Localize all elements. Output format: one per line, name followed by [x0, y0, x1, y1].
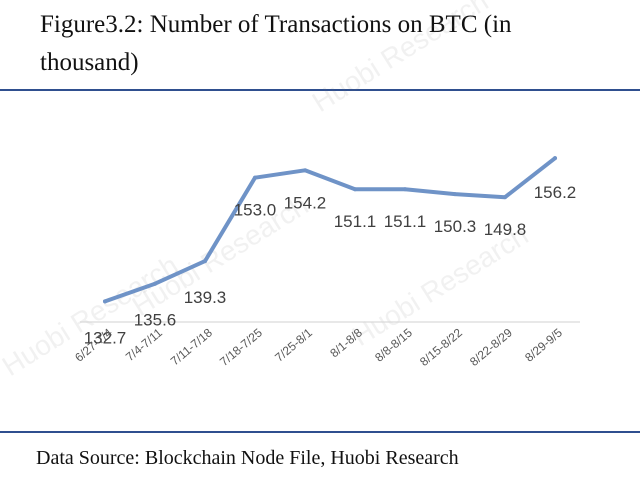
x-tick-label: 8/1-8/8	[327, 325, 365, 360]
figure-title: Figure3.2: Number of Transactions on BTC…	[40, 11, 518, 76]
data-label: 156.2	[534, 183, 577, 202]
line-chart: 132.7 135.6 139.3 153.0 154.2 151.1 151.1 150.3…	[72, 156, 580, 369]
data-point	[153, 281, 157, 286]
data-label: 153.0	[234, 201, 277, 220]
data-label: 132.7	[84, 328, 127, 347]
data-point	[353, 187, 357, 192]
data-source: Data Source: Blockchain Node File, Huobi…	[36, 447, 459, 469]
x-tick-label: 8/29-9/5	[522, 325, 565, 364]
data-label: 154.2	[284, 193, 327, 212]
data-point	[503, 195, 507, 200]
x-tick-label: 8/22-8/29	[467, 325, 515, 369]
x-tick-label: 7/11-7/18	[168, 325, 215, 368]
data-point	[303, 168, 307, 173]
x-tick-label: 8/8-8/15	[372, 325, 415, 364]
data-label: 151.1	[384, 212, 427, 231]
data-point	[403, 187, 407, 192]
bottom-rule	[0, 431, 640, 433]
data-label: 151.1	[334, 212, 377, 231]
data-point	[103, 299, 107, 304]
data-label: 135.6	[134, 311, 177, 330]
data-point	[453, 192, 457, 197]
data-point	[253, 175, 257, 180]
x-tick-label: 7/25-8/1	[272, 325, 315, 364]
data-label: 149.8	[484, 220, 527, 239]
x-tick-label: 8/15-8/22	[417, 325, 465, 369]
data-point	[203, 259, 207, 264]
x-tick-label: 7/18-7/25	[217, 325, 265, 369]
data-label: 150.3	[434, 217, 477, 236]
top-rule	[0, 89, 640, 91]
data-label: 139.3	[184, 288, 227, 307]
x-tick-label: 7/4-7/11	[123, 325, 165, 364]
series-line	[103, 156, 557, 304]
data-point	[553, 156, 557, 161]
